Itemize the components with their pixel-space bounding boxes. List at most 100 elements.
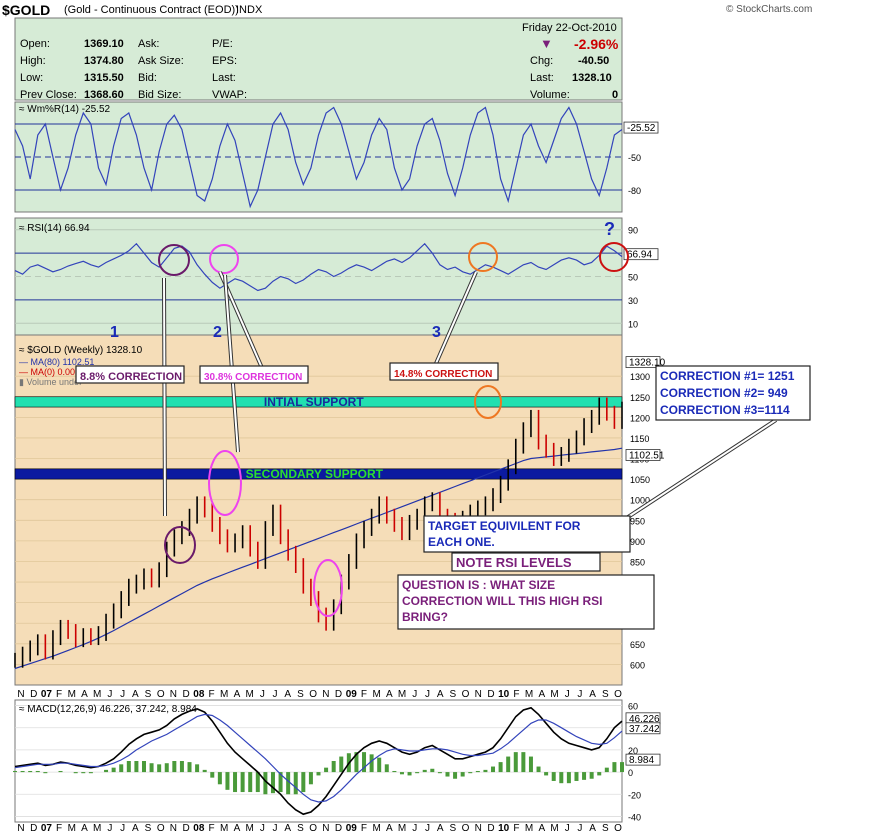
quote-ask-label: Ask: — [138, 38, 160, 50]
macd-histogram-bar — [149, 763, 154, 773]
quote-prevclose-value: 1368.60 — [84, 89, 124, 101]
price-tick: 1150 — [630, 434, 649, 444]
macd-x-label: J — [107, 823, 112, 834]
macd-histogram-bar — [369, 754, 374, 773]
macd-histogram-bar — [172, 761, 177, 773]
macd-histogram-bar — [521, 752, 526, 773]
quote-open-value: 1369.10 — [84, 38, 124, 50]
price-x-label: S — [145, 689, 152, 700]
macd-x-label: J — [577, 823, 582, 834]
rsi-circle-4 — [599, 242, 629, 272]
price-x-label: M — [220, 689, 228, 700]
question-box-box — [397, 574, 655, 630]
connector-3 — [433, 271, 477, 369]
brand-logo: © StockCharts.com — [726, 4, 813, 15]
macd-histogram-bar — [248, 772, 253, 793]
macd-tick: 20 — [628, 746, 638, 756]
quote-high-value: 1374.80 — [84, 55, 124, 67]
rsi-circle-1 — [158, 244, 190, 276]
price-x-label: A — [132, 689, 139, 700]
support-band-label-2: SECONDARY SUPPORT — [246, 467, 384, 481]
macd-x-label: J — [273, 823, 278, 834]
macd-histogram-bar — [589, 772, 594, 779]
macd-histogram-bar — [331, 761, 336, 773]
macd-tick: -20 — [628, 790, 641, 800]
price-x-label: A — [437, 689, 444, 700]
ma-last-label: 1102.51 — [629, 450, 665, 461]
macd-histogram-bar — [475, 770, 480, 773]
macd-line — [14, 706, 623, 816]
macd-x-label: A — [538, 823, 545, 834]
macd-histogram-bar — [316, 772, 321, 776]
connector-1 — [163, 277, 166, 517]
macd-x-label: A — [132, 823, 139, 834]
price-x-label: F — [56, 689, 62, 700]
macd-x-label: 10 — [498, 823, 510, 834]
macd-x-label: J — [412, 823, 417, 834]
price-x-label: F — [513, 689, 519, 700]
price-x-label: M — [550, 689, 558, 700]
rsi-last-label-box — [623, 248, 659, 261]
price-tick: 1250 — [630, 393, 650, 403]
macd-x-label: O — [309, 823, 317, 834]
price-x-label: M — [93, 689, 101, 700]
rsi-tick: 10 — [628, 319, 638, 329]
quote-pct-change: -2.96% — [574, 36, 619, 52]
williams-tick: -80 — [628, 186, 641, 196]
price-x-label: S — [602, 689, 609, 700]
price-x-label: J — [273, 689, 278, 700]
macd-histogram-bar — [20, 770, 25, 773]
williams-line — [14, 106, 623, 209]
correction-summary-text-1: CORRECTION #1= 1251 — [660, 369, 795, 383]
correction-label-3-text-1: 14.8% CORRECTION — [394, 369, 492, 380]
correction-label-2-box — [199, 365, 309, 384]
macd-histogram-bar — [293, 772, 298, 795]
macd-histogram-bar — [392, 770, 397, 773]
macd-histogram-bar — [28, 770, 33, 773]
rsi-note-box — [451, 552, 601, 572]
macd-x-label: M — [398, 823, 406, 834]
macd-histogram-bar — [278, 772, 283, 793]
quote-high-label: High: — [20, 55, 46, 67]
macd-histogram-bar — [362, 752, 367, 773]
macd-histogram-bar — [612, 762, 617, 773]
macd-histogram-bar — [422, 769, 427, 773]
macd-histogram-bar — [202, 769, 207, 773]
macd-histogram-bar — [141, 761, 146, 773]
price-x-label: J — [107, 689, 112, 700]
macd-legend: ≈ MACD(12,26,9) 46.226, 37.242, 8.984 — [19, 704, 197, 715]
support-band-label-1: INTIAL SUPPORT — [264, 395, 364, 409]
price-tick: 600 — [630, 660, 645, 670]
macd-x-label: F — [208, 823, 214, 834]
quote-last-label: Last: — [530, 72, 554, 84]
quote-vwap-label: VWAP: — [212, 89, 248, 101]
price-x-label: O — [157, 689, 165, 700]
macd-histogram-bar — [179, 761, 184, 773]
rsi-line — [14, 242, 623, 292]
macd-histogram-bar — [225, 772, 230, 790]
macd-histogram-bar — [460, 772, 465, 777]
macd-histogram-bar — [126, 761, 131, 773]
price-tick: 850 — [630, 557, 645, 567]
macd-x-label: A — [234, 823, 241, 834]
rsi-last-label: 66.94 — [627, 250, 652, 261]
price-x-label: M — [372, 689, 380, 700]
target-note-box — [423, 515, 631, 553]
correction-summary-text-3: CORRECTION #3=1114 — [660, 403, 790, 417]
macd-histogram-bar — [453, 772, 458, 779]
correction-label-1-text-1: 8.8% CORRECTION — [80, 371, 182, 383]
quote-panel — [14, 17, 623, 101]
macd-x-label: J — [120, 823, 125, 834]
quote-chg-label: Chg: — [530, 55, 554, 67]
macd-histogram-bar — [483, 769, 488, 773]
chart-exchange: INDX — [236, 4, 263, 16]
quote-pe-label: P/E: — [212, 38, 233, 50]
price-x-label: A — [284, 689, 291, 700]
price-x-label: O — [309, 689, 317, 700]
macd-tick: -40 — [628, 812, 641, 822]
macd-histogram-bar — [468, 772, 473, 774]
connector-4 — [627, 419, 777, 518]
down-arrow-icon: ▼ — [540, 36, 553, 51]
macd-histogram-bar — [81, 772, 86, 774]
macd-histogram-bar — [210, 772, 215, 778]
